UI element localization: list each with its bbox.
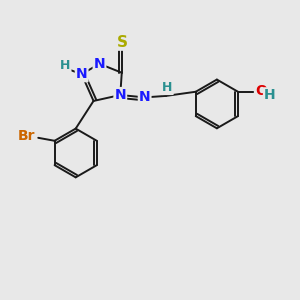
Text: O: O [255, 84, 267, 98]
Text: N: N [115, 88, 126, 102]
Text: N: N [94, 57, 105, 71]
Text: N: N [139, 90, 151, 104]
Text: H: H [162, 81, 173, 94]
Text: S: S [117, 34, 128, 50]
Text: H: H [264, 88, 276, 102]
Text: Br: Br [18, 129, 36, 143]
Text: H: H [60, 59, 70, 72]
Text: N: N [76, 67, 88, 81]
